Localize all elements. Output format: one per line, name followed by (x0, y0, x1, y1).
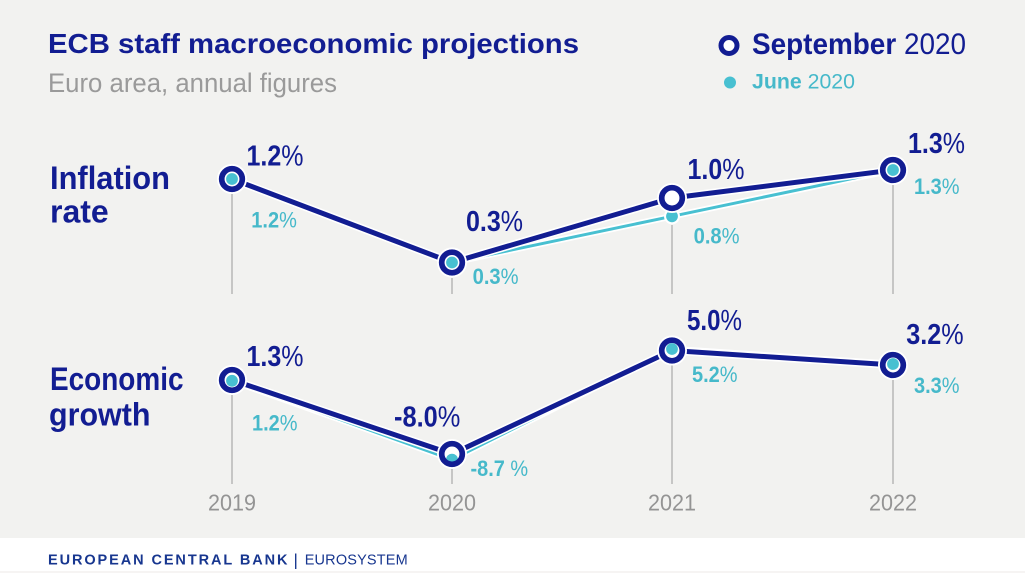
svg-text:1.2%: 1.2% (252, 411, 298, 436)
svg-text:Inflation: Inflation (50, 160, 170, 196)
svg-text:-8.7 %: -8.7 % (471, 456, 529, 481)
svg-text:2020: 2020 (428, 490, 476, 516)
svg-text:0.8%: 0.8% (694, 224, 740, 249)
svg-text:1.2%: 1.2% (251, 208, 297, 233)
svg-text:3.2%: 3.2% (906, 319, 963, 351)
svg-text:Economic: Economic (50, 361, 184, 397)
svg-text:5.2%: 5.2% (692, 362, 738, 387)
svg-text:EUROPEAN CENTRAL BANK: EUROPEAN CENTRAL BANK (48, 552, 288, 568)
svg-text:ECB staff macroeconomic projec: ECB staff macroeconomic projections (48, 28, 579, 59)
svg-text:September 2020: September 2020 (752, 28, 966, 61)
svg-text:5.0%: 5.0% (687, 305, 742, 337)
svg-text:2021: 2021 (648, 490, 696, 516)
svg-text:-8.0%: -8.0% (394, 401, 460, 433)
svg-text:1.3%: 1.3% (908, 128, 965, 160)
svg-text:0.3%: 0.3% (466, 206, 523, 238)
svg-text:Euro area, annual figures: Euro area, annual figures (48, 68, 337, 98)
svg-text:rate: rate (50, 193, 109, 229)
svg-text:1.2%: 1.2% (247, 141, 304, 173)
svg-text:2019: 2019 (208, 490, 256, 516)
svg-text:2022: 2022 (869, 490, 917, 516)
svg-text:EUROSYSTEM: EUROSYSTEM (305, 552, 408, 568)
svg-text:|: | (294, 551, 298, 570)
svg-text:June 2020: June 2020 (752, 71, 855, 94)
svg-text:1.3%: 1.3% (247, 341, 304, 373)
svg-text:1.3%: 1.3% (914, 174, 960, 199)
svg-text:3.3%: 3.3% (914, 373, 960, 398)
svg-text:growth: growth (49, 397, 151, 433)
svg-text:0.3%: 0.3% (473, 264, 519, 289)
svg-text:1.0%: 1.0% (688, 154, 745, 186)
